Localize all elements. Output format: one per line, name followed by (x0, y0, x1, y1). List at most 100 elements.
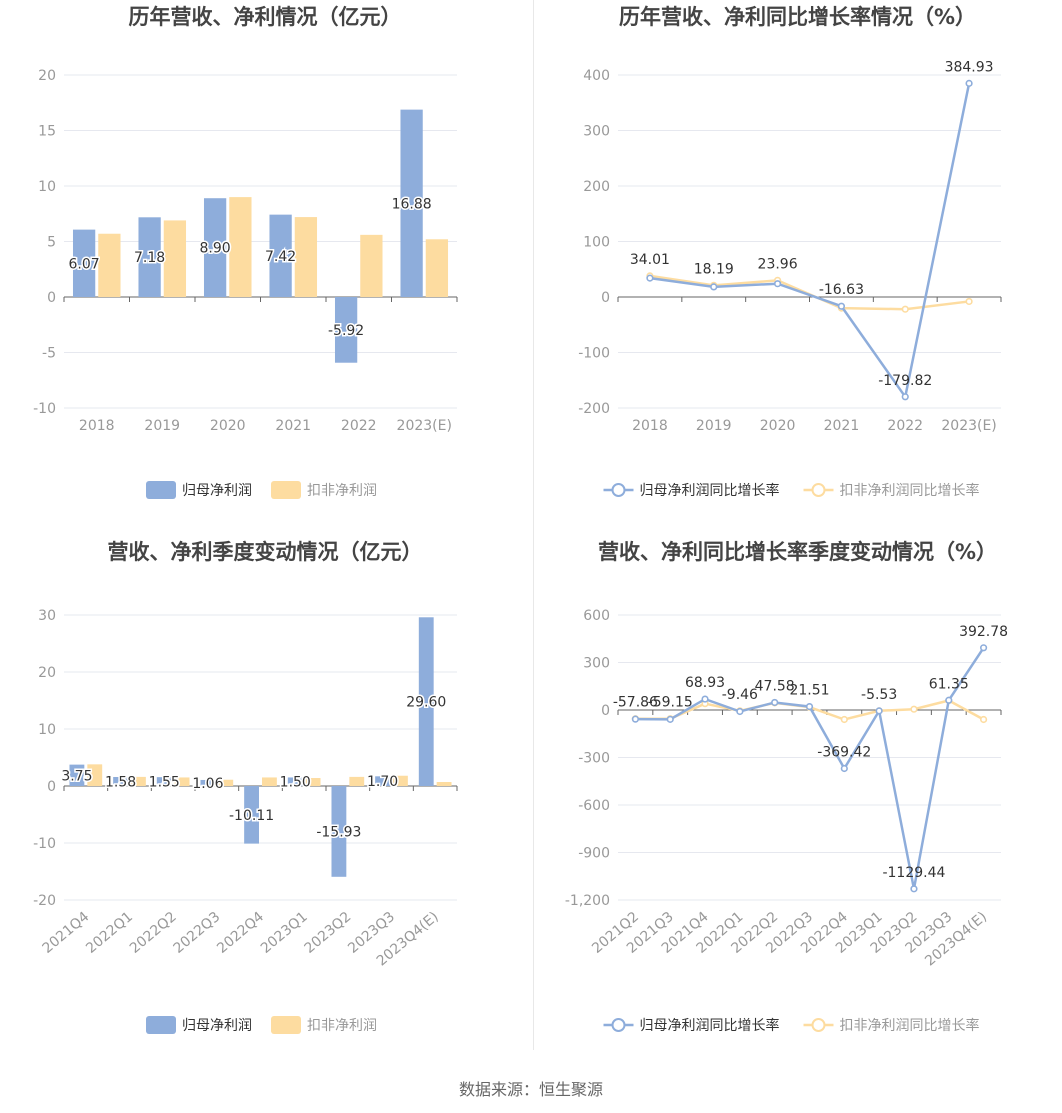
chart-quarterly-profit: 营收、净利季度变动情况（亿元） -20 -10 0 10 20 30 2021Q4 2022Q1… (0, 535, 530, 1055)
y-tick-label: 0 (601, 290, 610, 306)
line-point (965, 297, 973, 306)
data-label: -16.63 (819, 282, 864, 298)
data-label: 18.19 (694, 261, 734, 277)
x-tick-label: 2023(E) (941, 418, 996, 434)
bar-deducted-net-profit (218, 779, 234, 786)
legend-label: 扣非净利润同比增长率 (840, 1017, 980, 1034)
x-tick-label: 2020 (760, 418, 796, 434)
x-tick-label: 2023Q1 (258, 909, 311, 957)
y-tick-label: -10 (33, 401, 56, 417)
data-label: 7.42 (265, 249, 296, 265)
x-tick-label: 2021 (824, 418, 860, 434)
data-label: 1.58 (105, 774, 136, 790)
line-point (805, 702, 814, 711)
bar-parent-net-profit (269, 214, 292, 297)
y-tick-label: 10 (38, 179, 56, 195)
y-tick-label: -5 (42, 346, 56, 362)
line-point (710, 283, 718, 291)
chart-title: 历年营收、净利情况（亿元） (129, 5, 402, 29)
data-label: -369.42 (817, 744, 871, 760)
data-label: 8.90 (200, 241, 231, 257)
line-point (979, 644, 988, 652)
legend-swatch-marker (811, 483, 826, 497)
legend-swatch-marker (811, 1018, 826, 1032)
chart-title: 营收、净利同比增长率季度变动情况（%） (598, 540, 997, 564)
y-tick-label: 0 (47, 779, 56, 795)
y-tick-label: -200 (578, 401, 610, 417)
y-tick-label: -20 (33, 893, 56, 909)
x-tick-label: 2021 (275, 418, 311, 434)
legend-swatch-marker (611, 483, 626, 497)
bar-deducted-net-profit (98, 233, 121, 297)
data-label: -1129.44 (882, 865, 945, 881)
y-tick-label: -1,200 (565, 893, 610, 909)
y-tick-label: 300 (583, 124, 610, 140)
bar-deducted-net-profit (229, 197, 252, 297)
bar-deducted-net-profit (163, 220, 187, 297)
line-point (965, 79, 973, 87)
bar-deducted-net-profit (174, 777, 190, 786)
y-tick-label: 0 (601, 703, 610, 719)
x-tick-label: 2022 (887, 418, 923, 434)
bar-deducted-net-profit (360, 234, 383, 297)
line-point (646, 274, 654, 282)
bar-parent-net-profit (400, 109, 423, 297)
x-tick-label: 2022Q2 (127, 909, 180, 957)
x-tick-label: 2018 (632, 418, 668, 434)
data-label: 1.70 (367, 774, 398, 790)
y-tick-label: 20 (38, 665, 56, 681)
data-label: 7.18 (134, 250, 165, 266)
x-tick-label: 2023Q2 (302, 909, 355, 957)
legend-label: 扣非净利润同比增长率 (840, 482, 980, 499)
bar-deducted-net-profit (393, 775, 408, 786)
bar-deducted-net-profit (87, 764, 103, 786)
y-tick-label: 300 (583, 656, 610, 672)
bar-parent-net-profit (418, 617, 434, 786)
x-tick-label: 2021Q4 (40, 909, 93, 957)
chart-title: 营收、净利季度变动情况（亿元） (108, 540, 423, 564)
bar-parent-net-profit (69, 764, 85, 786)
data-label: -179.82 (878, 373, 932, 389)
x-tick-label: 2020 (210, 418, 246, 434)
line-point (840, 715, 848, 724)
line-point (736, 707, 744, 716)
bar-deducted-net-profit (425, 239, 449, 297)
y-tick-label: 100 (583, 235, 610, 251)
line-deducted-growth (649, 274, 970, 311)
data-label: 21.51 (789, 683, 829, 699)
data-label: -59.15 (648, 695, 693, 711)
x-tick-label: 2022 (341, 418, 377, 434)
data-label: 1.55 (149, 775, 180, 791)
line-point (901, 393, 909, 401)
chart-svg: 营收、净利季度变动情况（亿元） -20 -10 0 10 20 30 2021Q42022Q1… (33, 540, 458, 1034)
line-parent-growth (649, 83, 971, 400)
x-tick-label: 2022Q3 (171, 909, 224, 957)
y-tick-label: 10 (38, 722, 56, 738)
x-tick-label: 2022Q4 (214, 909, 267, 957)
legend-label: 归母净利润 (182, 482, 252, 499)
bar-parent-net-profit (287, 777, 303, 786)
legend-swatch (146, 481, 176, 499)
y-tick-label: 600 (583, 608, 610, 624)
legend-swatch (271, 481, 301, 499)
legend-swatch-marker (611, 1018, 626, 1032)
line-point (837, 302, 846, 310)
data-source: 数据来源：恒生聚源 (458, 1080, 603, 1099)
y-tick-label: 0 (47, 290, 56, 306)
legend-label: 归母净利润同比增长率 (640, 482, 780, 499)
data-label: 16.88 (392, 196, 432, 212)
line-point (945, 696, 953, 704)
bar-deducted-net-profit (262, 777, 277, 786)
y-tick-label: -300 (578, 751, 610, 767)
y-tick-label: 400 (583, 68, 610, 84)
bar-deducted-net-profit (305, 778, 321, 786)
data-label: -5.53 (861, 687, 897, 703)
legend-swatch (271, 1016, 301, 1034)
panel-divider (533, 0, 534, 1050)
x-tick-label: 2022Q1 (83, 909, 136, 957)
line-point (631, 715, 640, 723)
y-tick-label: 200 (583, 179, 610, 195)
x-tick-label: 2019 (696, 418, 732, 434)
line-point (875, 707, 883, 715)
x-tick-label: 2018 (79, 418, 115, 434)
